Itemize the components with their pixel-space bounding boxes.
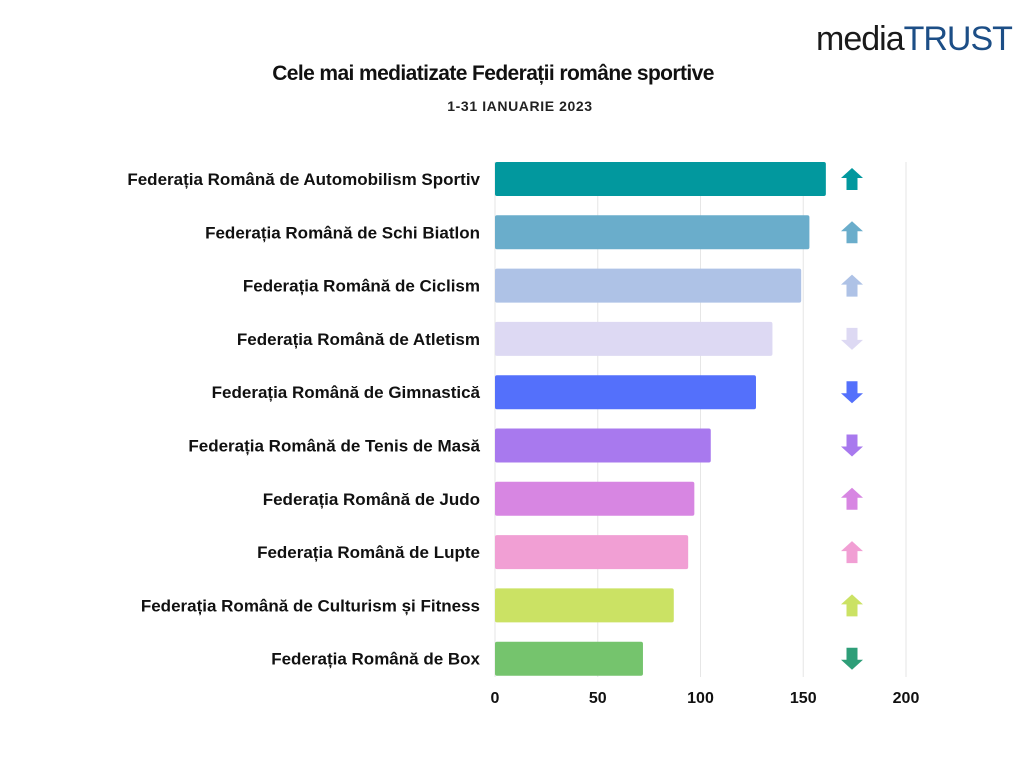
- category-label: Federația Română de Judo: [263, 490, 480, 509]
- x-tick-label: 200: [893, 690, 920, 707]
- trend-arrows: [841, 168, 863, 670]
- arrow-down-icon: [841, 381, 863, 404]
- arrow-up-icon: [841, 221, 863, 244]
- bar: [495, 588, 674, 623]
- x-axis-ticks: 0 50 100 150 200: [491, 690, 920, 707]
- arrow-down-icon: [841, 647, 863, 670]
- x-tick-label: 100: [687, 690, 714, 707]
- logo-part-media: media: [816, 20, 905, 58]
- bar: [495, 481, 695, 516]
- arrow-up-icon: [841, 168, 863, 190]
- arrow-up-icon: [841, 594, 863, 617]
- category-label: Federația Română de Atletism: [237, 330, 480, 349]
- bar: [495, 215, 810, 250]
- bar: [495, 162, 826, 196]
- category-label: Federația Română de Ciclism: [243, 277, 480, 296]
- bar: [495, 535, 689, 570]
- bar: [495, 375, 756, 410]
- arrow-down-icon: [841, 327, 863, 350]
- mediatrust-logo: mediaTRUST: [816, 20, 1013, 58]
- arrow-up-icon: [841, 541, 863, 564]
- x-tick-label: 50: [589, 690, 607, 707]
- bar: [495, 268, 802, 303]
- category-label: Federația Română de Gimnastică: [212, 383, 481, 402]
- x-tick-label: 0: [491, 690, 500, 707]
- chart-title: Cele mai mediatizate Federații române sp…: [272, 62, 714, 85]
- bar: [495, 321, 773, 356]
- bars: [495, 162, 826, 676]
- arrow-up-icon: [841, 274, 863, 297]
- category-label: Federația Română de Automobilism Sportiv: [127, 170, 480, 189]
- x-tick-label: 150: [790, 690, 817, 707]
- chart-subtitle: 1-31 IANUARIE 2023: [447, 98, 593, 114]
- bar: [495, 428, 711, 463]
- category-label: Federația Română de Culturism și Fitness: [141, 596, 480, 615]
- bar: [495, 641, 643, 676]
- category-label: Federația Română de Schi Biatlon: [205, 223, 480, 242]
- arrow-down-icon: [841, 434, 863, 457]
- logo-part-trust: TRUST: [903, 20, 1013, 58]
- category-label: Federația Română de Tenis de Masă: [188, 437, 480, 456]
- arrow-up-icon: [841, 487, 863, 510]
- category-label: Federația Română de Lupte: [257, 543, 480, 562]
- category-label: Federația Română de Box: [271, 650, 480, 669]
- category-labels: Federația Română de Automobilism Sportiv…: [127, 170, 480, 669]
